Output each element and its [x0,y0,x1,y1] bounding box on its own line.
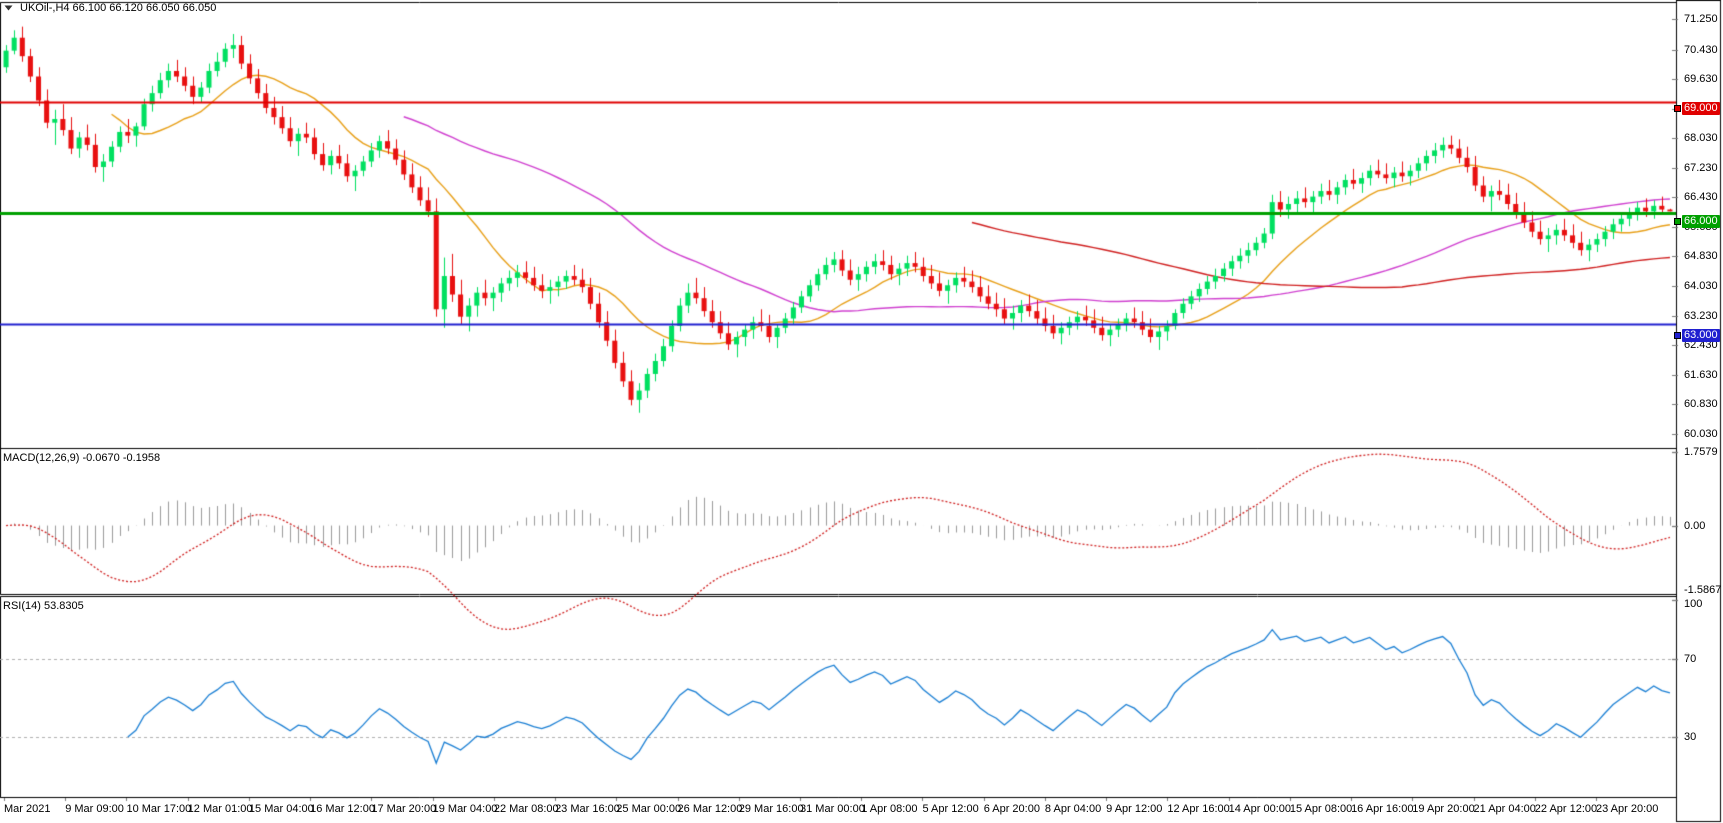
rsi-indicator-label: RSI(14) 53.8305 [3,600,84,612]
price-level-marker[interactable] [1674,332,1681,339]
time-tick-label: 25 Mar 00:00 [616,803,682,815]
time-tick-label: 19 Mar 04:00 [432,803,498,815]
time-tick-label: 1 Apr 08:00 [861,803,918,815]
price-tick-label: 64.030 [1684,280,1718,292]
triangle-down-icon[interactable] [4,5,13,11]
time-tick-label: 23 Mar 16:00 [555,803,620,815]
time-tick-label: 26 Mar 12:00 [677,803,743,815]
time-tick-label: 15 Mar 04:00 [248,803,314,815]
rsi-tick-label: 100 [1684,598,1703,610]
price-level-marker[interactable] [1674,105,1681,112]
time-tick-label: 17 Mar 20:00 [371,803,437,815]
time-tick-label: 15 Apr 08:00 [1289,803,1353,815]
price-tick-label: 70.430 [1684,43,1718,56]
macd-tick-label: 0.00 [1684,519,1706,532]
price-level-tag-support-66[interactable]: 66.000 [1682,215,1720,228]
time-tick-label: 19 Apr 20:00 [1412,803,1475,815]
time-tick-label: 12 Mar 01:00 [187,803,253,815]
time-tick-label: 23 Apr 20:00 [1596,803,1659,815]
macd-tick-label: 1.7579 [1684,446,1718,458]
chart-symbol-label: UKOil-,H4 66.100 66.120 66.050 66.050 [20,2,217,14]
time-tick-label: 9 Apr 12:00 [1106,803,1163,815]
time-tick-label: 31 Mar 00:00 [800,803,865,815]
time-tick-label: 5 Apr 12:00 [922,803,979,815]
price-tick-label: 63.230 [1684,309,1718,322]
price-tick-label: 60.830 [1684,398,1718,411]
price-tick-label: 62.430 [1684,339,1718,352]
price-tick-label: 60.030 [1684,427,1718,440]
price-tick-label: 71.250 [1684,13,1718,26]
time-tick-label: 9 Mar 09:00 [65,803,124,815]
time-tick-label: 16 Apr 16:00 [1351,803,1414,815]
price-level-tag-support-63[interactable]: 63.000 [1682,329,1720,342]
time-tick-label: 29 Mar 16:00 [738,803,804,815]
price-tick-label: 69.630 [1684,73,1718,86]
time-tick-label: 12 Apr 16:00 [1167,803,1230,815]
macd-indicator-label: MACD(12,26,9) -0.0670 -0.1958 [3,452,161,464]
price-tick-label: 67.230 [1684,161,1718,174]
macd-tick-label: -1.5867 [1684,584,1722,596]
time-tick-label: 22 Mar 08:00 [493,803,559,815]
time-tick-label: 16 Mar 12:00 [310,803,375,815]
time-tick-label: 21 Apr 04:00 [1473,803,1536,815]
time-tick-label: 14 Apr 00:00 [1228,803,1291,815]
price-level-marker[interactable] [1674,218,1681,225]
rsi-tick-label: 70 [1684,652,1697,665]
price-tick-label: 66.430 [1684,191,1718,204]
time-tick-label: Mar 2021 [4,803,51,815]
time-tick-label: 22 Apr 12:00 [1534,803,1598,815]
time-tick-label: 6 Apr 20:00 [983,803,1040,815]
price-tick-label: 61.630 [1684,368,1718,381]
time-tick-label: 10 Mar 17:00 [126,803,192,815]
time-tick-label: 8 Apr 04:00 [1044,803,1102,815]
price-tick-label: 64.830 [1684,250,1718,263]
rsi-tick-label: 30 [1684,730,1697,743]
price-level-tag-resistance-69[interactable]: 69.000 [1682,102,1720,115]
price-tick-label: 68.030 [1684,132,1718,145]
